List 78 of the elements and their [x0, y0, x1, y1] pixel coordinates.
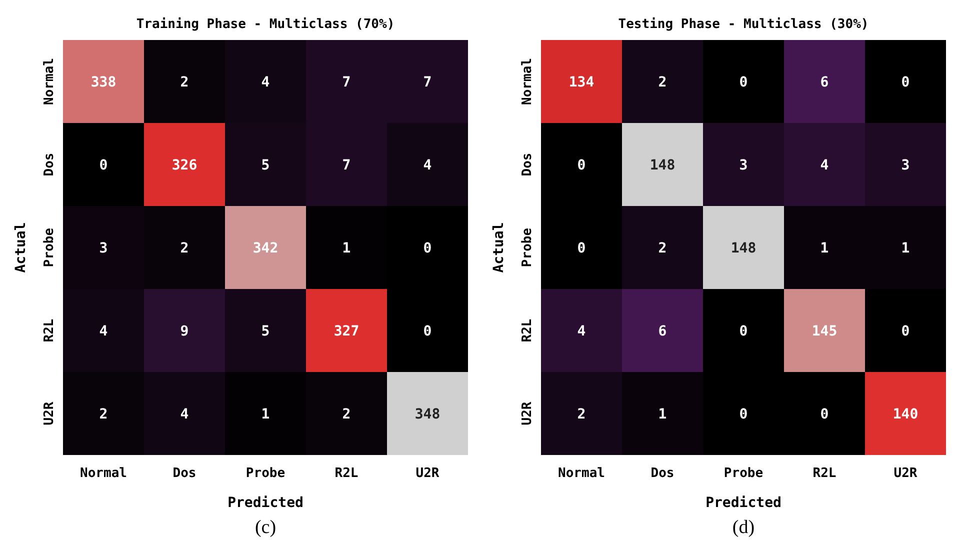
- data-label: 0: [739, 323, 748, 340]
- data-label: 3: [739, 157, 748, 174]
- data-label: 3: [99, 240, 108, 256]
- chart-title: Testing Phase - Multiclass (30%): [618, 17, 869, 32]
- x-tick-label: Probe: [724, 466, 764, 481]
- x-tick-label: Normal: [558, 466, 605, 481]
- data-label: 7: [423, 74, 432, 90]
- data-label: 0: [739, 74, 748, 90]
- data-label: 2: [180, 74, 189, 90]
- data-label: 148: [650, 157, 676, 174]
- y-tick-label: U2R: [520, 402, 535, 426]
- y-tick-label: Dos: [42, 152, 57, 176]
- x-axis-title: Predicted: [228, 495, 304, 511]
- data-label: 1: [901, 240, 910, 256]
- data-label: 0: [901, 323, 910, 340]
- data-label: 4: [261, 74, 270, 90]
- data-label: 327: [334, 323, 360, 340]
- data-label: 6: [820, 74, 829, 90]
- data-label: 2: [99, 406, 108, 422]
- y-axis-title: Actual: [491, 222, 507, 273]
- y-tick-label: R2L: [520, 318, 535, 342]
- text: (c): [254, 517, 276, 538]
- data-label: 0: [99, 157, 108, 174]
- y-tick-label: Normal: [520, 58, 535, 105]
- data-label: 2: [180, 240, 189, 256]
- data-label: 0: [423, 323, 432, 340]
- data-label: 4: [99, 323, 108, 340]
- data-label: 5: [261, 157, 270, 174]
- data-label: 140: [892, 406, 918, 422]
- y-tick-label: Normal: [42, 58, 57, 105]
- data-label: 2: [658, 74, 667, 90]
- data-label: 1: [820, 240, 829, 256]
- x-tick-label: Dos: [172, 466, 196, 481]
- data-label: 145: [812, 323, 838, 340]
- data-label: 4: [577, 323, 586, 340]
- data-label: 6: [658, 323, 667, 340]
- data-label: 0: [739, 406, 748, 422]
- y-tick-label: Probe: [520, 228, 535, 268]
- data-label: 348: [414, 406, 440, 422]
- y-tick-label: Probe: [42, 228, 57, 268]
- x-tick-label: U2R: [416, 466, 440, 481]
- x-axis-title: Predicted: [706, 495, 782, 511]
- y-tick-label: Dos: [520, 152, 535, 176]
- data-label: 7: [342, 74, 351, 90]
- data-label: 0: [577, 240, 586, 256]
- data-label: 4: [180, 406, 189, 422]
- x-tick-label: U2R: [894, 466, 918, 481]
- text: (d): [732, 517, 755, 538]
- data-label: 1: [342, 240, 351, 256]
- data-label: 1: [658, 406, 667, 422]
- data-label: 0: [423, 240, 432, 256]
- data-label: 9: [180, 323, 189, 340]
- data-label: 0: [820, 406, 829, 422]
- data-label: 342: [252, 240, 278, 256]
- data-label: 2: [342, 406, 351, 422]
- data-label: 0: [577, 157, 586, 174]
- data-label: 134: [568, 74, 594, 90]
- data-label: 2: [658, 240, 667, 256]
- data-label: 4: [423, 157, 432, 174]
- x-tick-label: Dos: [650, 466, 674, 481]
- data-label: 7: [342, 157, 351, 174]
- data-label: 3: [901, 157, 910, 174]
- data-label: 2: [577, 406, 586, 422]
- chart-title: Training Phase - Multiclass (70%): [136, 17, 395, 32]
- x-tick-label: R2L: [812, 466, 836, 481]
- data-label: 4: [820, 157, 829, 174]
- data-label: 1: [261, 406, 270, 422]
- data-label: 148: [730, 240, 756, 256]
- data-label: 5: [261, 323, 270, 340]
- data-label: 326: [172, 157, 198, 174]
- y-tick-label: R2L: [42, 318, 57, 342]
- data-label: 0: [901, 74, 910, 90]
- x-tick-label: R2L: [334, 466, 358, 481]
- y-tick-label: U2R: [42, 402, 57, 426]
- x-tick-label: Probe: [246, 466, 286, 481]
- y-axis-title: Actual: [13, 222, 29, 273]
- x-tick-label: Normal: [80, 466, 127, 481]
- data-label: 338: [90, 74, 116, 90]
